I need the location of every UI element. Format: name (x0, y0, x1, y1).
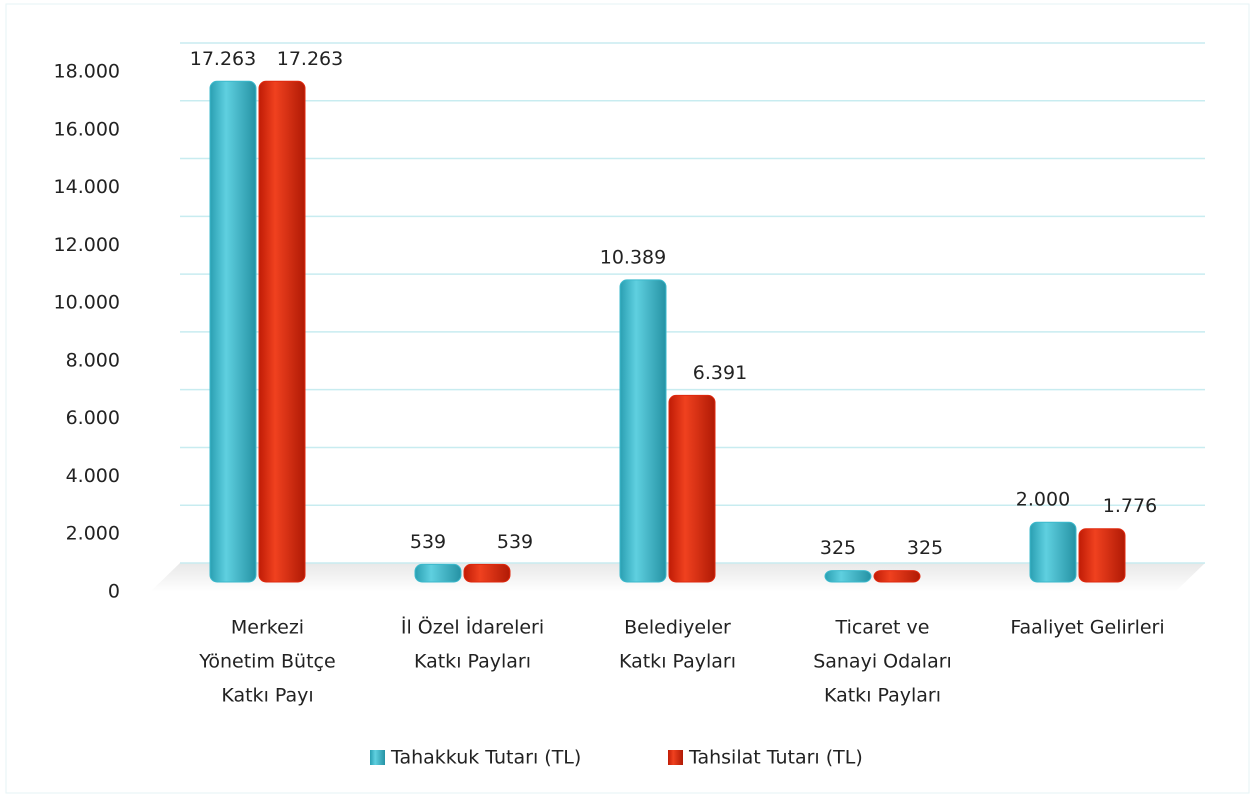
bar (258, 80, 306, 583)
bar (209, 80, 257, 583)
legend-swatch (668, 750, 683, 765)
x-tick-label: Belediyeler (624, 617, 731, 639)
x-tick-label: Faaliyet Gelirleri (1010, 617, 1164, 639)
y-tick-label: 16.000 (54, 118, 120, 140)
value-label: 539 (497, 531, 533, 553)
x-tick-label: Katkı Payları (619, 651, 736, 673)
bar (619, 279, 667, 583)
x-tick-label: Katkı Payları (414, 651, 531, 673)
value-label: 17.263 (277, 48, 343, 70)
y-tick-label: 6.000 (66, 407, 120, 429)
bar (1029, 521, 1077, 583)
y-tick-label: 14.000 (54, 176, 120, 198)
legend-label: Tahakkuk Tutarı (TL) (390, 747, 581, 769)
value-label: 6.391 (693, 362, 747, 384)
bar (824, 570, 872, 583)
value-label: 2.000 (1016, 489, 1070, 511)
x-tick-label: Katkı Payları (824, 685, 941, 707)
value-label: 17.263 (190, 48, 256, 70)
bar (873, 570, 921, 583)
x-tick-label: Ticaret ve (835, 617, 930, 639)
y-tick-label: 4.000 (66, 465, 120, 487)
x-tick-label: Merkezi (231, 617, 304, 639)
y-tick-label: 10.000 (54, 292, 120, 314)
y-tick-label: 2.000 (66, 523, 120, 545)
x-tick-label: Sanayi Odaları (813, 651, 952, 673)
x-tick-label: İl Özel İdareleri (401, 616, 544, 639)
value-label: 325 (820, 537, 856, 559)
bar (1078, 528, 1126, 583)
value-label: 10.389 (600, 246, 666, 268)
bar (668, 394, 716, 583)
legend-label: Tahsilat Tutarı (TL) (688, 747, 863, 769)
bar (463, 563, 511, 583)
y-tick-label: 18.000 (54, 61, 120, 83)
x-tick-label: Yönetim Bütçe (198, 651, 335, 673)
legend-swatch (370, 750, 385, 765)
x-tick-label: Katkı Payı (221, 685, 313, 707)
y-tick-label: 12.000 (54, 234, 120, 256)
y-tick-label: 0 (108, 581, 120, 603)
bar (414, 563, 462, 583)
y-tick-label: 8.000 (66, 349, 120, 371)
frame (5, 3, 1250, 794)
value-label: 325 (907, 537, 943, 559)
value-label: 539 (410, 531, 446, 553)
value-label: 1.776 (1103, 495, 1157, 517)
